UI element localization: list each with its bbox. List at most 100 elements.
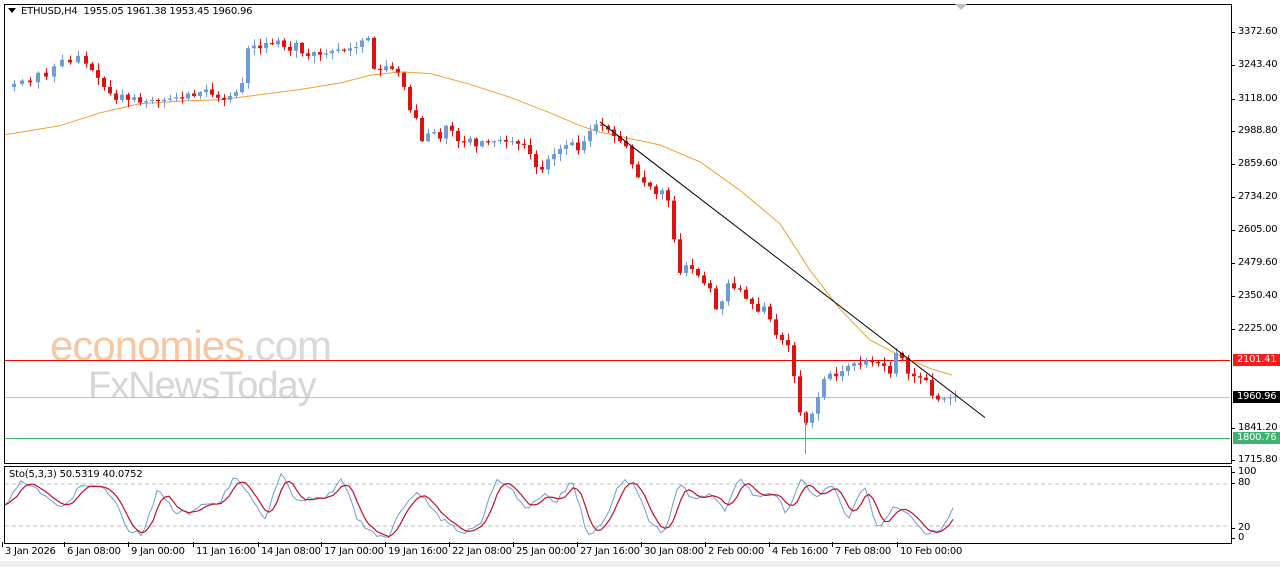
chart-shift-marker-icon[interactable] xyxy=(955,4,967,10)
watermark-suffix-text: .com xyxy=(244,322,332,369)
candle xyxy=(786,340,790,346)
resistance-price-tag: 2101.41 xyxy=(1233,354,1280,366)
candle xyxy=(528,145,532,155)
candle xyxy=(258,45,262,49)
candle xyxy=(20,80,24,84)
candle xyxy=(624,141,628,147)
dropdown-triangle-icon[interactable] xyxy=(8,8,16,13)
candle xyxy=(246,48,250,84)
candle xyxy=(204,89,208,93)
candle xyxy=(534,154,538,168)
candle xyxy=(52,66,56,77)
candle xyxy=(750,298,754,304)
candle xyxy=(198,92,202,96)
candle xyxy=(468,138,472,143)
candle xyxy=(456,130,460,142)
stoch-main-line xyxy=(4,472,954,538)
candle xyxy=(738,288,742,290)
candle xyxy=(888,365,892,374)
time-tick-label: 14 Jan 08:00 xyxy=(258,542,321,557)
candle xyxy=(420,117,424,142)
candle xyxy=(948,397,952,399)
time-tick-label: 30 Jan 08:00 xyxy=(641,542,704,557)
candle xyxy=(186,93,190,99)
candle xyxy=(576,142,580,151)
candle xyxy=(816,396,820,414)
candle xyxy=(636,164,640,178)
support-price-tag: 1800.76 xyxy=(1233,432,1280,444)
candle xyxy=(840,371,844,377)
candle xyxy=(348,48,352,51)
candle xyxy=(702,275,706,284)
candle xyxy=(408,86,412,111)
candle xyxy=(288,46,292,51)
candle xyxy=(384,66,388,71)
candle xyxy=(678,239,682,273)
candle xyxy=(780,334,784,341)
candle xyxy=(138,97,142,103)
candle xyxy=(558,148,562,155)
candle xyxy=(68,59,72,63)
price-tick-label: 2734.20 xyxy=(1230,191,1278,202)
candle xyxy=(876,362,880,364)
time-tick-label: 27 Jan 16:00 xyxy=(577,542,640,557)
candle xyxy=(672,200,676,240)
candle xyxy=(714,288,718,310)
candle xyxy=(486,141,490,143)
candle xyxy=(174,97,178,99)
candle xyxy=(732,283,736,289)
candle xyxy=(846,365,850,372)
candle xyxy=(84,55,88,64)
candle xyxy=(744,289,748,299)
candle xyxy=(756,303,760,312)
candle xyxy=(774,319,778,335)
candle xyxy=(76,55,80,63)
main-price-pane[interactable] xyxy=(4,4,1232,464)
watermark-main-text: economies xyxy=(50,322,245,369)
candle xyxy=(720,301,724,310)
time-tick-label: 2 Feb 00:00 xyxy=(705,542,764,557)
time-tick-label: 22 Jan 08:00 xyxy=(449,542,512,557)
watermark-economies: economies.com xyxy=(50,322,332,370)
candle xyxy=(294,43,298,51)
downtrend-line xyxy=(599,121,986,418)
candle xyxy=(144,101,148,103)
candle xyxy=(90,63,94,71)
candle xyxy=(312,52,316,56)
candle xyxy=(660,190,664,195)
chart-title: ETHUSD,H4 1955.05 1961.38 1953.45 1960.9… xyxy=(8,6,252,17)
candle xyxy=(546,159,550,170)
candle xyxy=(132,97,136,100)
candle xyxy=(540,167,544,170)
candle xyxy=(432,132,436,134)
moving-average-line xyxy=(4,71,953,376)
candle xyxy=(522,143,526,146)
candle xyxy=(114,93,118,100)
candle xyxy=(870,360,874,363)
candle xyxy=(162,99,166,102)
candle xyxy=(438,132,442,139)
time-tick-label: 19 Jan 16:00 xyxy=(385,542,448,557)
candle xyxy=(150,99,154,102)
candle xyxy=(822,378,826,397)
candle xyxy=(276,40,280,45)
candle xyxy=(28,80,32,83)
current-price-tag: 1960.96 xyxy=(1233,391,1280,403)
candle xyxy=(516,141,520,144)
time-tick-label: 10 Feb 00:00 xyxy=(896,542,963,557)
candle xyxy=(906,358,910,374)
candle xyxy=(953,396,957,398)
candle xyxy=(594,124,598,131)
candle xyxy=(168,98,172,100)
candle xyxy=(918,376,922,378)
candle xyxy=(324,53,328,55)
candle xyxy=(396,68,400,73)
candle xyxy=(936,395,940,400)
time-tick-label: 17 Jan 00:00 xyxy=(321,542,384,557)
candle xyxy=(666,190,670,201)
price-tick-label: 1715.80 xyxy=(1230,454,1278,465)
stochastic-title: Sto(5,3,3) 50.5319 40.0752 xyxy=(9,469,143,480)
candle xyxy=(102,77,106,87)
price-tick-label: 3372.60 xyxy=(1230,26,1278,37)
